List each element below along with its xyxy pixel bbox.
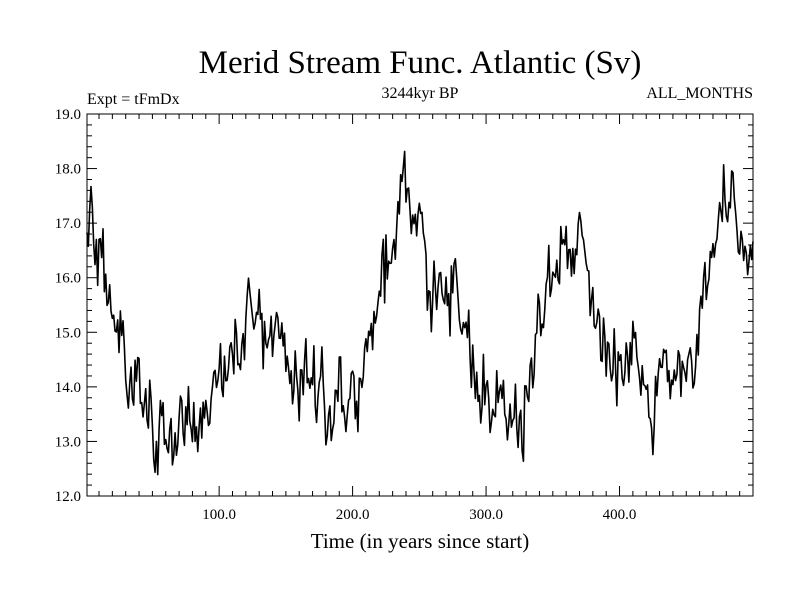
y-tick-label: 19.0 [55,107,81,123]
x-tick-label: 100.0 [202,507,236,523]
period-label: 3244kyr BP [382,85,459,102]
y-tick-label: 13.0 [55,434,81,450]
y-tick-label: 14.0 [55,380,81,396]
series-line [86,150,754,476]
x-tick-label: 300.0 [469,507,503,523]
experiment-label: Expt = tFmDx [87,91,180,108]
y-tick-label: 12.0 [55,489,81,505]
x-tick-label: 400.0 [603,507,637,523]
x-tick-label: 200.0 [336,507,370,523]
tick-labels: 100.0 200.0 300.0 400.0 12.0 13.0 14.0 15.0 16.0… [55,107,637,523]
x-axis-label: Time (in years since start) [311,529,530,553]
chart-title: Merid Stream Func. Atlantic (Sv) [199,45,642,81]
axis-ticks [87,114,753,496]
y-tick-label: 15.0 [55,325,81,341]
y-tick-label: 17.0 [55,216,81,232]
y-tick-label: 18.0 [55,162,81,178]
y-tick-label: 16.0 [55,271,81,287]
plot-frame [86,113,754,497]
months-label: ALL_MONTHS [646,85,753,102]
